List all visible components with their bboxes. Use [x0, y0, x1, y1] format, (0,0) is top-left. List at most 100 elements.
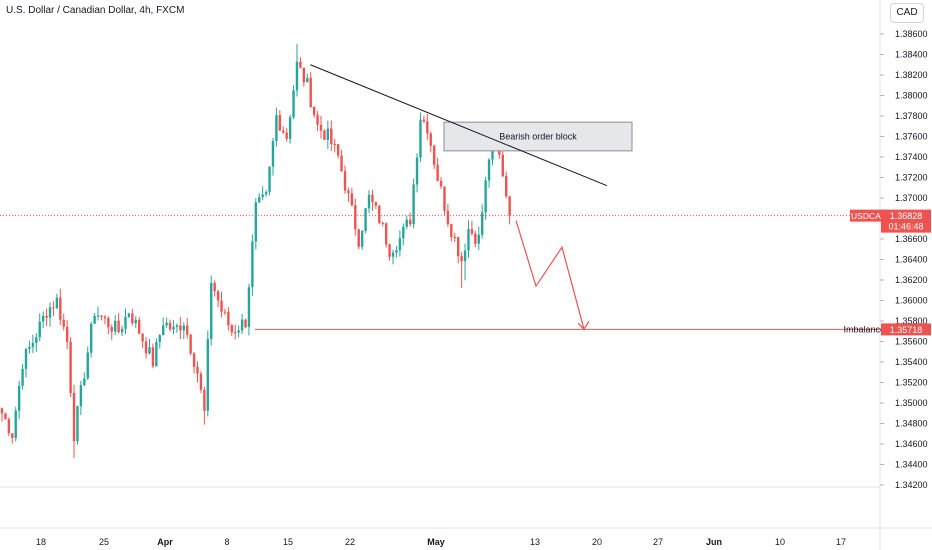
candle-body	[203, 389, 206, 411]
candle-body	[141, 333, 144, 342]
candle-body	[505, 176, 508, 197]
chart-title: U.S. Dollar / Canadian Dollar, 4h, FXCM	[6, 5, 185, 16]
x-tick-label: 10	[775, 537, 785, 547]
y-tick-label: 1.35000	[895, 398, 928, 408]
candle-body	[429, 133, 432, 146]
candle-body	[155, 342, 158, 367]
candle-body	[467, 229, 470, 251]
candle-body	[148, 347, 151, 354]
candle-body	[446, 210, 450, 225]
trendline	[310, 64, 608, 187]
candle-body	[76, 406, 79, 442]
candle-body	[456, 236, 460, 257]
candle-body	[354, 205, 357, 230]
candle-body	[360, 231, 364, 247]
candle-body	[316, 114, 319, 125]
y-tick-label: 1.35600	[895, 337, 928, 347]
candle-body	[343, 171, 347, 191]
candle-body	[426, 121, 429, 134]
candle-body	[460, 256, 463, 262]
candle-body	[439, 180, 443, 187]
candle-body	[443, 186, 446, 211]
candle-body	[319, 124, 323, 131]
x-tick-label: 20	[592, 537, 602, 547]
candle-body	[28, 346, 31, 349]
currency-button[interactable]: CAD	[890, 3, 924, 23]
candle-body	[38, 321, 41, 338]
candle-body	[402, 226, 405, 239]
projection-path	[515, 220, 585, 330]
candle-body	[127, 313, 131, 317]
candle-body	[35, 337, 38, 343]
candle-body	[463, 250, 467, 262]
candle-body	[199, 373, 203, 390]
candle-body	[254, 202, 258, 242]
y-tick-label: 1.37200	[895, 173, 928, 183]
candle-body	[69, 341, 72, 393]
candle-body	[206, 339, 209, 411]
projection-arrowhead	[577, 320, 590, 331]
candle-body	[378, 205, 381, 223]
candle-body	[474, 233, 477, 244]
candle-body	[374, 202, 378, 206]
candle-body	[234, 332, 237, 334]
y-tick-label: 1.35400	[895, 357, 928, 367]
candle-body	[357, 229, 360, 247]
candle-body	[453, 236, 456, 238]
candle-body	[216, 291, 220, 301]
candle-body	[288, 117, 292, 139]
candle-body	[113, 320, 117, 332]
candle-body	[230, 325, 234, 333]
candle-body	[182, 325, 185, 331]
candle-body	[124, 316, 127, 329]
candle-body	[83, 378, 86, 386]
y-tick-label: 1.34600	[895, 439, 928, 449]
candle-body	[264, 192, 268, 195]
bar-countdown: 01:46:48	[888, 222, 923, 232]
candle-body	[175, 325, 179, 328]
candle-body	[110, 327, 113, 332]
y-tick-label: 1.35800	[895, 316, 928, 326]
candle-body	[367, 194, 371, 209]
candle-body	[52, 307, 55, 309]
candle-body	[240, 319, 244, 331]
candle-body	[508, 196, 511, 216]
candle-body	[326, 128, 330, 140]
y-tick-label: 1.36200	[895, 275, 928, 285]
y-tick-label: 1.38400	[895, 50, 928, 60]
y-tick-label: 1.38200	[895, 70, 928, 80]
y-tick-label: 1.36000	[895, 296, 928, 306]
candle-body	[282, 130, 285, 133]
candle-body	[24, 348, 28, 369]
candle-body	[79, 385, 83, 407]
candle-body	[213, 282, 216, 292]
candle-body	[408, 219, 412, 225]
candle-body	[371, 194, 374, 203]
y-tick-label: 1.35200	[895, 378, 928, 388]
candle-body	[285, 132, 288, 139]
candle-body	[487, 159, 491, 181]
candle-body	[364, 208, 367, 232]
x-tick-label: Apr	[157, 537, 173, 547]
candle-body	[237, 330, 240, 333]
candle-body	[117, 320, 120, 333]
imbalance-price-tag	[881, 323, 931, 336]
candle-body	[131, 313, 134, 324]
candle-body	[172, 327, 175, 330]
x-tick-label: 13	[530, 537, 540, 547]
candle-body	[244, 319, 247, 328]
y-tick-label: 1.34800	[895, 419, 928, 429]
candle-body	[62, 319, 65, 327]
candle-body	[59, 297, 62, 320]
candle-body	[89, 323, 93, 353]
candle-body	[227, 312, 230, 326]
y-tick-label: 1.34200	[895, 480, 928, 490]
y-tick-label: 1.37000	[895, 193, 928, 203]
candle-body	[220, 300, 223, 312]
symbol-tag	[850, 209, 888, 222]
candle-body	[4, 413, 7, 420]
candle-body	[398, 238, 402, 251]
x-tick-label: 17	[836, 537, 846, 547]
x-tick-label: 25	[99, 537, 109, 547]
